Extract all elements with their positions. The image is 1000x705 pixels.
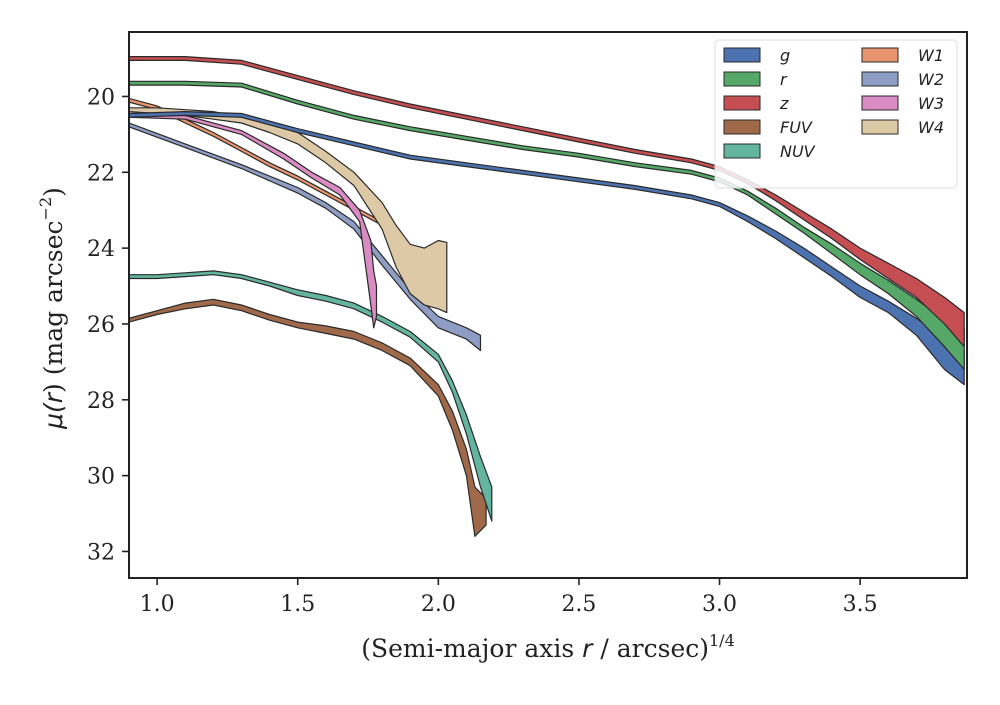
series-band-nuv <box>129 270 493 522</box>
series-band-fuv <box>129 298 487 537</box>
x-tick-label: 2.5 <box>561 592 596 617</box>
series-layer <box>129 56 965 537</box>
legend-label-r: r <box>780 70 788 89</box>
legend-swatch-w2 <box>861 71 899 87</box>
legend-label-fuv: FUV <box>780 118 813 137</box>
series-band-r <box>129 80 965 371</box>
legend-label-w1: W1 <box>918 46 944 65</box>
legend-swatch-r <box>723 71 761 87</box>
y-tick-label: 20 <box>87 85 115 110</box>
legend-swatch-g <box>723 47 761 63</box>
x-axis-title: (Semi-major axis r / arcsec)1/4 <box>361 631 735 663</box>
y-tick-label: 22 <box>87 161 115 186</box>
x-tick-label: 2.0 <box>421 592 456 617</box>
legend-label-g: g <box>780 46 790 65</box>
legend-label-nuv: NUV <box>780 142 816 161</box>
legend-swatch-w3 <box>861 95 899 111</box>
tick-layer: 1.0 1.5 2.0 2.5 3.0 3.5 20 22 24 26 28 30 32 <box>87 85 878 617</box>
x-tick-label: 1.5 <box>280 592 315 617</box>
y-axis-title: μ(r) (mag arcsec−2) <box>36 187 68 430</box>
plot-frame <box>128 31 968 579</box>
y-tick-label: 28 <box>87 389 115 414</box>
legend: grz FUV NUV W1 W2 W3 W4 <box>714 39 958 189</box>
series-band-g <box>129 111 965 386</box>
x-tick-label: 3.5 <box>843 592 878 617</box>
x-tick-label: 3.0 <box>702 592 737 617</box>
y-tick-label: 32 <box>87 540 115 565</box>
legend-swatch-fuv <box>723 119 761 135</box>
x-tick-label: 1.0 <box>140 592 175 617</box>
legend-label-w2: W2 <box>918 70 944 89</box>
series-band-z <box>129 56 965 348</box>
y-tick-label: 24 <box>87 237 115 262</box>
legend-swatch-nuv <box>723 143 761 159</box>
legend-label-z: z <box>779 94 789 113</box>
series-band-w3 <box>129 112 378 329</box>
legend-label-w4: W4 <box>918 118 944 137</box>
legend-swatch-w1 <box>861 47 899 63</box>
y-tick-label: 26 <box>87 313 115 338</box>
series-band-w2 <box>129 122 482 352</box>
legend-swatch-w4 <box>861 119 899 135</box>
axes-frame <box>128 31 968 579</box>
y-tick-label: 30 <box>87 465 115 490</box>
legend-label-w3: W3 <box>918 94 944 113</box>
legend-swatch-z <box>723 95 761 111</box>
